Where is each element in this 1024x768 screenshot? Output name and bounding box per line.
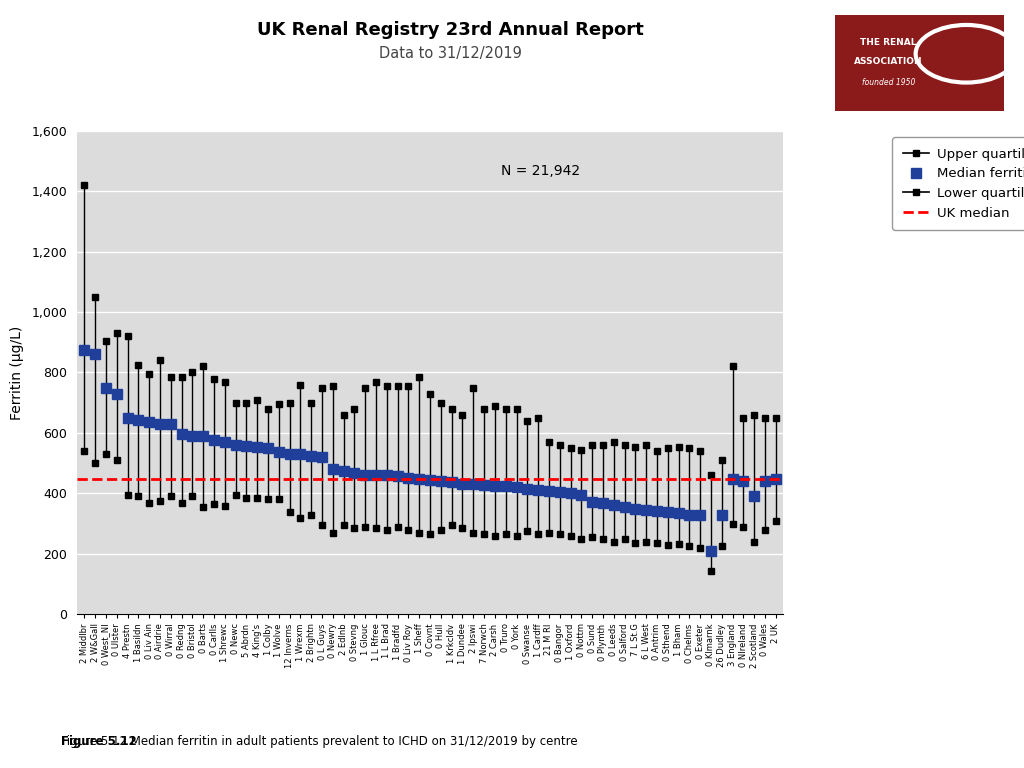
Text: Figure 5.12: Figure 5.12 xyxy=(61,735,137,748)
Text: THE RENAL: THE RENAL xyxy=(860,38,916,47)
Text: founded 1950: founded 1950 xyxy=(862,78,915,87)
Text: ASSOCIATION: ASSOCIATION xyxy=(854,57,923,66)
Text: Data to 31/12/2019: Data to 31/12/2019 xyxy=(379,46,522,61)
Text: UK Renal Registry 23rd Annual Report: UK Renal Registry 23rd Annual Report xyxy=(257,21,644,38)
Y-axis label: Ferritin (μg/L): Ferritin (μg/L) xyxy=(10,326,25,419)
Text: Figure 5.12 Median ferritin in adult patients prevalent to ICHD on 31/12/2019 by: Figure 5.12 Median ferritin in adult pat… xyxy=(61,735,579,748)
Text: N = 21,942: N = 21,942 xyxy=(501,164,580,178)
Legend: Upper quartile, Median ferritin, Lower quartile, UK median: Upper quartile, Median ferritin, Lower q… xyxy=(892,137,1024,230)
